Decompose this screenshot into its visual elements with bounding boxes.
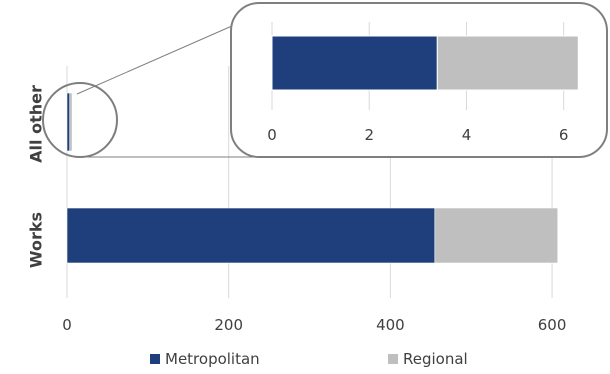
bar-works-regional [434,207,559,264]
inset-x-tick-label-0: 0 [267,126,277,144]
inset-bar-metropolitan [271,35,438,91]
legend-swatch-regional [388,354,398,364]
legend: Metropolitan Regional [150,350,468,368]
legend-swatch-metropolitan [150,354,160,364]
main-bars [66,92,559,264]
inset-x-tick-label-4: 4 [462,126,472,144]
category-label-works: Works [27,212,46,268]
x-tick-label-400: 400 [376,316,405,334]
zoom-circle [42,82,118,158]
zoom-connector-top [76,21,242,95]
bar-all-other-metropolitan [66,92,71,152]
x-tick-label-0: 0 [62,316,72,334]
inset-x-tick-labels: 0 2 4 6 [267,126,568,144]
x-tick-label-200: 200 [214,316,243,334]
inset-x-tick-label-6: 6 [559,126,569,144]
inset-x-tick-label-2: 2 [364,126,374,144]
bar-works-metropolitan [66,207,436,264]
inset-bar-regional [436,35,579,91]
category-label-all-other: All other [27,85,46,163]
bar-all-other-regional [69,92,73,152]
x-tick-label-600: 600 [538,316,567,334]
inset-bars [271,35,579,91]
main-x-tick-labels: 0 200 400 600 [62,316,566,334]
legend-label-regional: Regional [403,350,468,368]
legend-label-metropolitan: Metropolitan [165,350,260,368]
